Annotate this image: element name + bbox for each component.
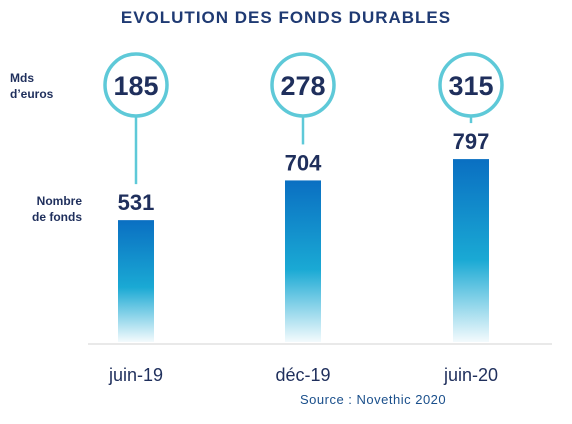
funds-axis-label: Nombre de fonds (32, 194, 82, 224)
assets-axis-label: Mds d’euros (10, 71, 54, 101)
assets-circle (270, 52, 336, 118)
chart-title: EVOLUTION DES FONDS DURABLES (120, 8, 452, 27)
assets-circle (438, 52, 504, 118)
bar-juin-19 (118, 220, 154, 342)
x-tick-label: déc-19 (275, 365, 330, 385)
assets-circle (103, 52, 169, 118)
x-tick-label: juin-20 (443, 365, 498, 385)
bar-value-label: 704 (285, 150, 322, 175)
x-tick-label: juin-19 (108, 365, 163, 385)
bar-value-label: 531 (118, 190, 155, 215)
bar-juin-20 (453, 159, 489, 342)
bar-value-label: 797 (453, 129, 490, 154)
bar-déc-19 (285, 180, 321, 342)
source-note: Source : Novethic 2020 (300, 392, 447, 407)
assets-value-label: 315 (448, 71, 493, 101)
assets-value-label: 278 (280, 71, 325, 101)
assets-value-label: 185 (113, 71, 158, 101)
